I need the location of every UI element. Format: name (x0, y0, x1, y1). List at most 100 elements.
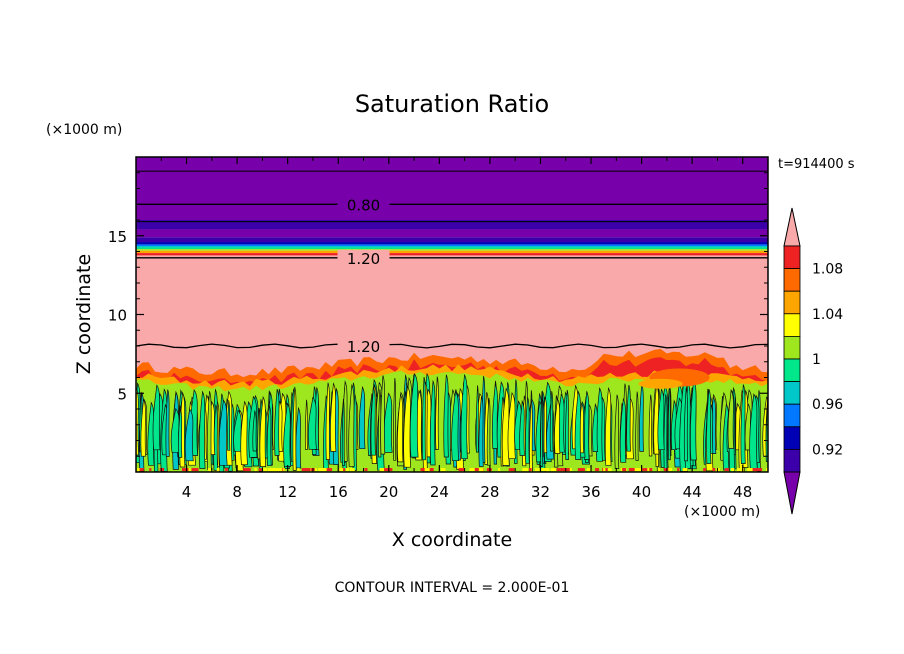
surface-speck (646, 468, 652, 472)
contour-label-bg (337, 249, 390, 266)
colorbar-label: 1.04 (812, 307, 843, 323)
colorbar-bin (783, 245, 801, 270)
contour-label: 1.20 (347, 250, 380, 268)
plume-streak (648, 394, 653, 457)
plume-streak (341, 398, 345, 466)
colorbar-label: 0.92 (812, 442, 843, 458)
plume-streak (165, 389, 170, 457)
surface-speck (595, 468, 600, 472)
surface-speck (486, 468, 491, 472)
field-band (136, 244, 768, 246)
plume-streak (227, 400, 231, 451)
colorbar-label: 0.96 (812, 397, 843, 413)
surface-speck (668, 468, 673, 472)
x-tick-label: 12 (278, 483, 297, 501)
surface-speck (195, 468, 199, 472)
plume-streak (421, 376, 426, 461)
plume-streak (178, 408, 183, 458)
contour-labels: 0.80 1.20 1.20 (337, 196, 390, 356)
plume-streak (540, 395, 544, 467)
colorbar-bin (783, 290, 801, 315)
field-band (136, 250, 768, 254)
surface-speck (716, 468, 720, 472)
surface-speck (258, 468, 262, 472)
y-tick-label: 5 (117, 385, 127, 403)
x-tick-label: 16 (329, 483, 348, 501)
colorbar-bin (783, 426, 801, 450)
field-band (136, 253, 768, 256)
colorbar-bin (783, 268, 801, 292)
surface-speck (216, 468, 220, 472)
surface-speck (564, 468, 570, 472)
surface-speck (381, 468, 385, 472)
colorbar-label: 1 (812, 352, 821, 368)
x-tick-label: 40 (632, 483, 651, 501)
plume-streak (486, 397, 491, 466)
surface-speck (137, 468, 142, 472)
surface-speck (254, 468, 257, 472)
surface-speck (420, 468, 426, 472)
plume-streak (460, 373, 468, 460)
colorbar-bin (783, 335, 801, 360)
surface-speck (756, 468, 763, 472)
plume-streak (740, 384, 746, 464)
colorbar-arrow-bottom (783, 471, 801, 515)
plume-streak (307, 396, 317, 450)
surface-speck (534, 468, 539, 472)
x-tick-label: 28 (480, 483, 499, 501)
surface-speck (629, 468, 634, 472)
surface-speck (301, 468, 307, 472)
surface-speck (577, 468, 583, 472)
surface-speck (682, 468, 688, 472)
chart-title: Saturation Ratio (355, 90, 549, 118)
plot-area (136, 157, 768, 472)
surface-speck (469, 468, 475, 472)
surface-speck (556, 468, 561, 472)
surface-speck (243, 468, 248, 472)
x-unit-label: (×1000 m) (684, 504, 760, 520)
field-band (136, 245, 768, 248)
surface-speck (273, 468, 280, 472)
surface-speck (546, 468, 550, 472)
plume-streak (475, 385, 479, 453)
plume-streak (478, 396, 484, 467)
plume-streak (626, 384, 631, 452)
plume-streak (549, 391, 554, 452)
surface-speck (387, 468, 393, 472)
x-tick-label: 24 (430, 483, 449, 501)
plume-streak (184, 408, 194, 462)
x-tick-label: 48 (733, 483, 752, 501)
x-tick-label: 44 (683, 483, 702, 501)
plume-streak (574, 390, 582, 460)
surface-speck (608, 468, 612, 472)
plume-streak (519, 399, 525, 456)
surface-speck (458, 468, 462, 472)
surface-speck (712, 468, 716, 472)
plume-streak (397, 393, 404, 463)
colorbar-arrow-top (783, 207, 801, 247)
contour-label-bg (337, 338, 390, 354)
colorbar-bin (783, 358, 801, 383)
surface-speck (161, 468, 165, 472)
field-band (136, 242, 768, 245)
plume-streak (259, 395, 267, 467)
plume-streak (218, 399, 228, 466)
surface-speck (181, 468, 187, 472)
surface-speck (345, 468, 350, 472)
surface-speck (667, 468, 671, 472)
surface-speck (649, 468, 653, 472)
surface-speck (384, 468, 389, 472)
plume-streak (451, 390, 460, 462)
plume-streak (727, 388, 735, 449)
surface-speck (657, 468, 661, 472)
y-unit-label: (×1000 m) (46, 122, 122, 138)
contour-lines (136, 170, 768, 349)
plume-streak (592, 403, 598, 452)
x-tick-label: 4 (182, 483, 192, 501)
plume-streak (348, 384, 355, 467)
plume-streak (657, 388, 665, 451)
field-texture (136, 349, 768, 472)
surface-speck (339, 468, 344, 472)
surface-speck (550, 468, 557, 472)
